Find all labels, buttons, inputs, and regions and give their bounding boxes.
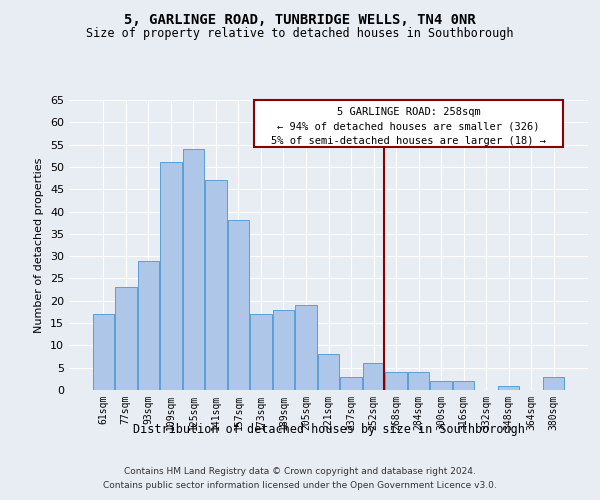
Bar bbox=[385, 372, 407, 390]
Bar bbox=[182, 149, 204, 390]
Text: 5, GARLINGE ROAD, TUNBRIDGE WELLS, TN4 0NR: 5, GARLINGE ROAD, TUNBRIDGE WELLS, TN4 0… bbox=[124, 12, 476, 26]
Bar bbox=[340, 376, 362, 390]
Bar bbox=[228, 220, 249, 390]
Bar bbox=[453, 381, 475, 390]
Bar bbox=[543, 376, 565, 390]
Text: Contains HM Land Registry data © Crown copyright and database right 2024.: Contains HM Land Registry data © Crown c… bbox=[124, 468, 476, 476]
Text: ← 94% of detached houses are smaller (326): ← 94% of detached houses are smaller (32… bbox=[277, 122, 540, 132]
Text: 5% of semi-detached houses are larger (18) →: 5% of semi-detached houses are larger (1… bbox=[271, 136, 546, 145]
Bar bbox=[160, 162, 182, 390]
Text: 5 GARLINGE ROAD: 258sqm: 5 GARLINGE ROAD: 258sqm bbox=[337, 106, 481, 117]
Bar bbox=[115, 288, 137, 390]
Bar bbox=[273, 310, 294, 390]
Text: Size of property relative to detached houses in Southborough: Size of property relative to detached ho… bbox=[86, 28, 514, 40]
Bar bbox=[318, 354, 339, 390]
Bar bbox=[205, 180, 227, 390]
Bar bbox=[92, 314, 114, 390]
Bar bbox=[295, 305, 317, 390]
Bar bbox=[137, 260, 159, 390]
Bar bbox=[363, 363, 384, 390]
Bar bbox=[498, 386, 520, 390]
Bar bbox=[250, 314, 272, 390]
Bar bbox=[408, 372, 429, 390]
Text: Contains public sector information licensed under the Open Government Licence v3: Contains public sector information licen… bbox=[103, 481, 497, 490]
Bar bbox=[254, 100, 563, 147]
Text: Distribution of detached houses by size in Southborough: Distribution of detached houses by size … bbox=[133, 422, 525, 436]
Bar bbox=[430, 381, 452, 390]
Y-axis label: Number of detached properties: Number of detached properties bbox=[34, 158, 44, 332]
